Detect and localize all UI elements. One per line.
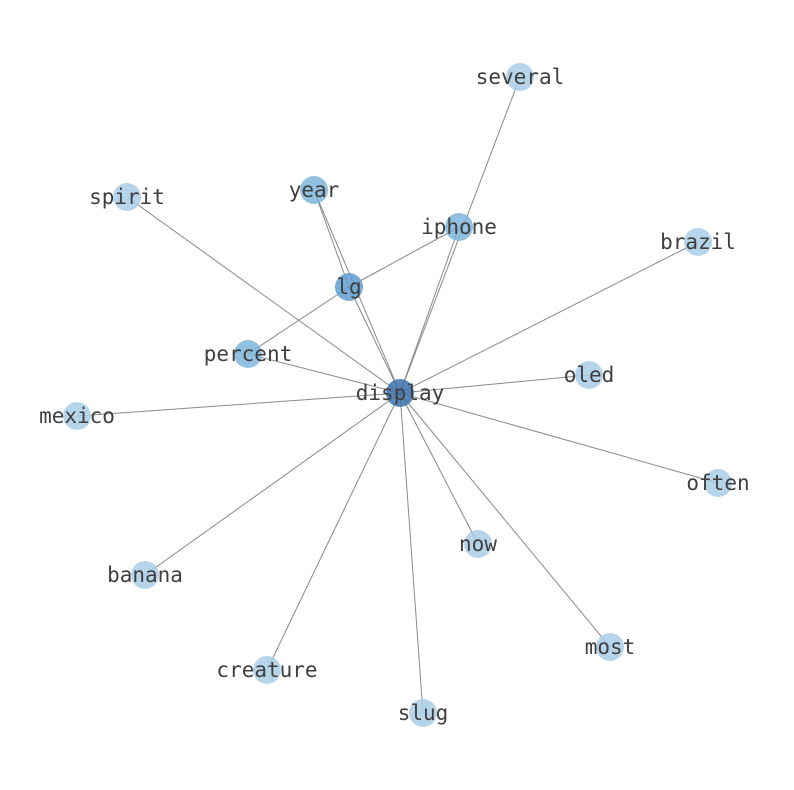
node-mexico [63, 402, 91, 430]
edge-display-brazil [399, 241, 699, 394]
node-label-display: display [356, 381, 445, 405]
node-label-slug: slug [398, 701, 449, 725]
node-label-most: most [585, 635, 636, 659]
node-label-percent: percent [204, 342, 293, 366]
node-oled [575, 361, 603, 389]
node-label-spirit: spirit [89, 185, 165, 209]
edge-lg-year [313, 189, 350, 288]
node-label-year: year [289, 178, 340, 202]
edge-display-most [399, 392, 611, 648]
edge-display-now [399, 392, 479, 545]
edge-display-often [399, 392, 719, 484]
node-label-often: often [686, 471, 749, 495]
node-most [596, 633, 624, 661]
edge-lg-percent [247, 286, 350, 355]
node-now [464, 530, 492, 558]
node-brazil [684, 228, 712, 256]
node-label-several: several [476, 65, 565, 89]
edge-display-mexico [76, 392, 401, 417]
node-label-lg: lg [336, 275, 361, 299]
node-iphone [445, 213, 473, 241]
edge-display-percent [247, 353, 401, 394]
label-layer: display lg year iphone percent several spirit b… [39, 65, 750, 725]
node-spirit [113, 183, 141, 211]
node-several [506, 63, 534, 91]
node-layer [63, 63, 732, 727]
node-label-brazil: brazil [660, 230, 736, 254]
edge-display-oled [399, 374, 590, 394]
edge-layer [76, 76, 719, 714]
edge-display-slug [399, 392, 424, 714]
edge-display-lg [348, 286, 401, 394]
node-label-iphone: iphone [421, 215, 497, 239]
edge-display-iphone [399, 226, 460, 394]
node-often [704, 469, 732, 497]
node-slug [409, 699, 437, 727]
node-label-banana: banana [107, 563, 183, 587]
node-label-mexico: mexico [39, 404, 115, 428]
edge-lg-iphone [348, 226, 460, 288]
node-display [386, 379, 414, 407]
node-banana [131, 561, 159, 589]
edge-display-banana [144, 392, 401, 576]
node-creature [253, 656, 281, 684]
node-year [300, 176, 328, 204]
node-label-oled: oled [564, 363, 615, 387]
node-label-now: now [459, 532, 497, 556]
node-percent [234, 340, 262, 368]
node-lg [335, 273, 363, 301]
edge-display-spirit [126, 196, 401, 394]
edge-display-creature [266, 392, 401, 671]
node-label-creature: creature [216, 658, 317, 682]
